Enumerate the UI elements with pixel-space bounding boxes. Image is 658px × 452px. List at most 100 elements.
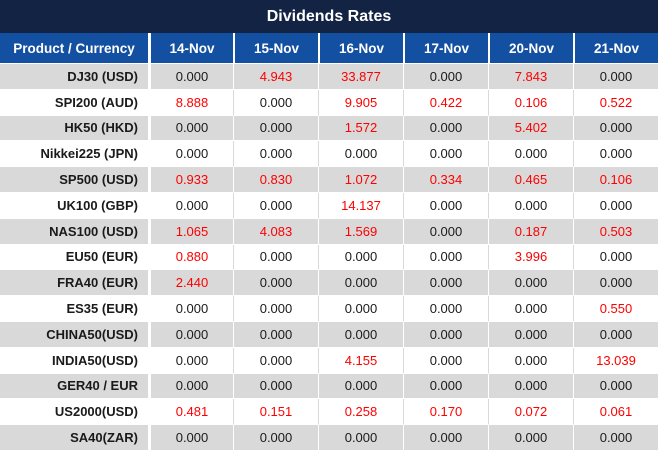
value-cell: 0.000 (403, 322, 488, 348)
table-row: SPI200 (AUD)8.8880.0009.9050.4220.1060.5… (0, 90, 658, 116)
product-cell: CHINA50(USD) (0, 322, 148, 348)
value-cell: 0.000 (233, 296, 318, 322)
value-cell: 0.000 (403, 245, 488, 271)
value-cell: 0.000 (233, 116, 318, 142)
table-row: SP500 (USD)0.9330.8301.0720.3340.4650.10… (0, 167, 658, 193)
value-cell: 0.170 (403, 399, 488, 425)
table-row: INDIA50(USD)0.0000.0004.1550.0000.00013.… (0, 348, 658, 374)
value-cell: 1.072 (318, 167, 403, 193)
value-cell: 8.888 (148, 90, 233, 116)
value-cell: 4.943 (233, 64, 318, 90)
value-cell: 33.877 (318, 64, 403, 90)
product-cell: DJ30 (USD) (0, 64, 148, 90)
value-cell: 0.000 (488, 348, 573, 374)
value-cell: 0.000 (148, 64, 233, 90)
value-cell: 0.000 (488, 270, 573, 296)
value-cell: 0.106 (488, 90, 573, 116)
value-cell: 0.000 (488, 296, 573, 322)
value-cell: 0.000 (148, 322, 233, 348)
value-cell: 0.000 (403, 374, 488, 400)
value-cell: 0.000 (488, 193, 573, 219)
value-cell: 0.000 (573, 270, 658, 296)
value-cell: 14.137 (318, 193, 403, 219)
value-cell: 0.000 (318, 322, 403, 348)
value-cell: 1.569 (318, 219, 403, 245)
value-cell: 0.522 (573, 90, 658, 116)
value-cell: 0.000 (403, 348, 488, 374)
value-cell: 0.187 (488, 219, 573, 245)
value-cell: 0.000 (573, 374, 658, 400)
date-header-15-Nov: 15-Nov (233, 33, 318, 64)
product-cell: ES35 (EUR) (0, 296, 148, 322)
value-cell: 0.072 (488, 399, 573, 425)
value-cell: 1.065 (148, 219, 233, 245)
product-cell: EU50 (EUR) (0, 245, 148, 271)
value-cell: 0.481 (148, 399, 233, 425)
value-cell: 0.000 (573, 425, 658, 451)
value-cell: 0.000 (148, 296, 233, 322)
value-cell: 0.061 (573, 399, 658, 425)
table-body: DJ30 (USD)0.0004.94333.8770.0007.8430.00… (0, 64, 658, 451)
value-cell: 0.000 (573, 245, 658, 271)
table-row: FRA40 (EUR)2.4400.0000.0000.0000.0000.00… (0, 270, 658, 296)
value-cell: 0.000 (148, 193, 233, 219)
value-cell: 0.000 (318, 270, 403, 296)
product-cell: UK100 (GBP) (0, 193, 148, 219)
value-cell: 0.000 (573, 322, 658, 348)
value-cell: 0.000 (318, 245, 403, 271)
value-cell: 0.880 (148, 245, 233, 271)
table-row: SA40(ZAR)0.0000.0000.0000.0000.0000.000 (0, 425, 658, 451)
value-cell: 0.000 (488, 141, 573, 167)
date-header-21-Nov: 21-Nov (573, 33, 658, 64)
value-cell: 0.000 (403, 219, 488, 245)
value-cell: 0.000 (403, 425, 488, 451)
value-cell: 7.843 (488, 64, 573, 90)
value-cell: 0.000 (318, 374, 403, 400)
product-cell: INDIA50(USD) (0, 348, 148, 374)
value-cell: 0.465 (488, 167, 573, 193)
value-cell: 9.905 (318, 90, 403, 116)
value-cell: 0.000 (233, 245, 318, 271)
table-row: DJ30 (USD)0.0004.94333.8770.0007.8430.00… (0, 64, 658, 90)
value-cell: 0.000 (318, 425, 403, 451)
dividends-rates-table: Dividends Rates Product / Currency 14-No… (0, 0, 658, 451)
value-cell: 0.000 (233, 90, 318, 116)
table-title: Dividends Rates (0, 0, 658, 33)
value-cell: 1.572 (318, 116, 403, 142)
product-cell: HK50 (HKD) (0, 116, 148, 142)
value-cell: 0.000 (573, 64, 658, 90)
table-row: US2000(USD)0.4810.1510.2580.1700.0720.06… (0, 399, 658, 425)
value-cell: 0.151 (233, 399, 318, 425)
product-cell: FRA40 (EUR) (0, 270, 148, 296)
value-cell: 0.000 (573, 141, 658, 167)
value-cell: 0.000 (233, 193, 318, 219)
value-cell: 0.258 (318, 399, 403, 425)
value-cell: 0.000 (233, 425, 318, 451)
product-cell: SP500 (USD) (0, 167, 148, 193)
table-row: GER40 / EUR0.0000.0000.0000.0000.0000.00… (0, 374, 658, 400)
value-cell: 0.000 (148, 425, 233, 451)
value-cell: 0.106 (573, 167, 658, 193)
value-cell: 0.000 (488, 322, 573, 348)
product-cell: NAS100 (USD) (0, 219, 148, 245)
value-cell: 0.000 (403, 64, 488, 90)
date-header-16-Nov: 16-Nov (318, 33, 403, 64)
value-cell: 0.000 (403, 141, 488, 167)
date-header-20-Nov: 20-Nov (488, 33, 573, 64)
value-cell: 3.996 (488, 245, 573, 271)
value-cell: 2.440 (148, 270, 233, 296)
value-cell: 0.000 (233, 141, 318, 167)
date-header-14-Nov: 14-Nov (148, 33, 233, 64)
value-cell: 0.000 (148, 141, 233, 167)
value-cell: 0.000 (573, 116, 658, 142)
value-cell: 0.933 (148, 167, 233, 193)
value-cell: 0.000 (233, 348, 318, 374)
column-header-row: Product / Currency 14-Nov15-Nov16-Nov17-… (0, 33, 658, 64)
value-cell: 0.550 (573, 296, 658, 322)
table-row: HK50 (HKD)0.0000.0001.5720.0005.4020.000 (0, 116, 658, 142)
table-row: CHINA50(USD)0.0000.0000.0000.0000.0000.0… (0, 322, 658, 348)
product-cell: US2000(USD) (0, 399, 148, 425)
value-cell: 0.000 (148, 116, 233, 142)
value-cell: 0.334 (403, 167, 488, 193)
value-cell: 0.000 (233, 270, 318, 296)
